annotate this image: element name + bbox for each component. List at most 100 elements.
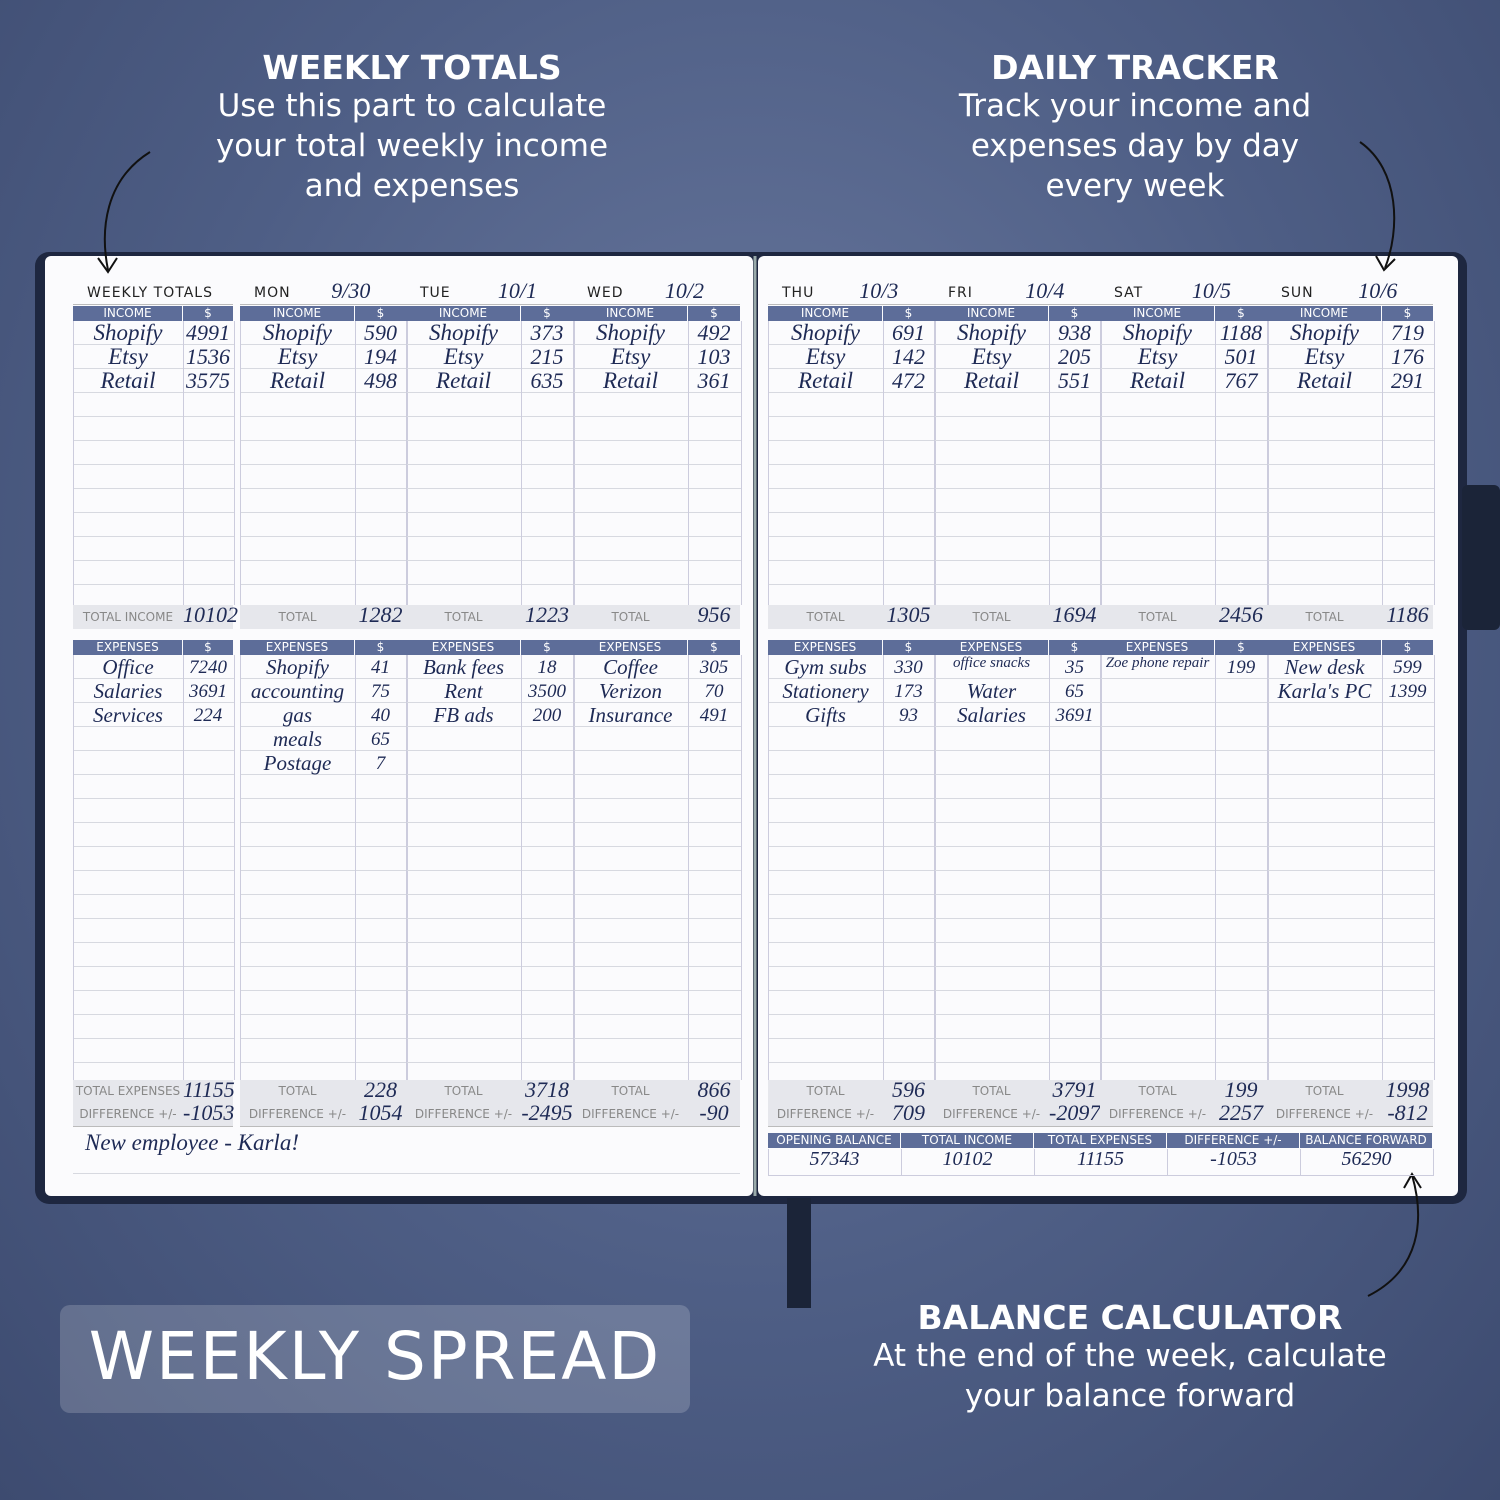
total-income: 1186 — [1386, 602, 1429, 627]
total-expenses: 199 — [1224, 1077, 1258, 1102]
column-divider — [1382, 321, 1383, 605]
total-income-label: TOTAL — [444, 610, 483, 624]
expense-label: Shopify — [266, 655, 329, 679]
difference: -2097 — [1049, 1100, 1101, 1125]
column-divider — [1215, 321, 1216, 605]
expense-amount: 3691 — [189, 681, 227, 702]
income-body — [1267, 321, 1435, 605]
income-label: Retail — [1297, 368, 1352, 393]
callout-line: At the end of the week, calculate — [873, 1338, 1387, 1374]
day-label: FRI — [948, 285, 973, 301]
callout-title: DAILY TRACKER — [991, 48, 1279, 87]
balance-cell — [1300, 1149, 1434, 1176]
income-label: Shopify — [791, 320, 860, 345]
expenses-dollar-header: $ — [521, 640, 573, 655]
balance-value: 57343 — [809, 1148, 860, 1170]
expenses-body — [240, 655, 408, 1080]
expense-amount: 70 — [704, 681, 724, 702]
expense-label: Bank fees — [422, 655, 505, 679]
income-label: Retail — [270, 368, 325, 393]
income-label: Shopify — [957, 320, 1026, 345]
column-divider — [183, 321, 184, 605]
difference-label: DIFFERENCE +/- — [1275, 1107, 1374, 1121]
total-expenses-label: TOTAL — [972, 1084, 1011, 1098]
expenses-body — [1100, 655, 1269, 1080]
expenses-dollar-header: $ — [1382, 640, 1433, 655]
dollar-header: $ — [1215, 306, 1267, 321]
date: 9/30 — [331, 278, 371, 303]
difference-label: DIFFERENCE +/- — [248, 1107, 347, 1121]
balance-header: BALANCE FORWARD — [1300, 1133, 1432, 1148]
difference: -812 — [1387, 1100, 1428, 1125]
expenses-header: EXPENSES — [1267, 640, 1381, 655]
balance-value: 11155 — [1076, 1148, 1125, 1170]
expense-amount: 7240 — [189, 657, 227, 678]
income-label: Shopify — [93, 320, 163, 345]
total-income-label: TOTAL — [611, 610, 650, 624]
total-income-label: TOTAL — [806, 610, 845, 624]
difference-label: DIFFERENCE +/- — [776, 1107, 875, 1121]
expense-amount: 3691 — [1055, 705, 1094, 726]
note-line — [73, 1173, 740, 1174]
total-row — [934, 605, 1100, 629]
total-expenses: 596 — [892, 1077, 925, 1102]
total-expenses-label: TOTAL — [1305, 1084, 1344, 1098]
difference: 709 — [892, 1100, 925, 1125]
balance-value: 56290 — [1341, 1148, 1392, 1170]
column-divider — [521, 655, 522, 1080]
income-amount: 719 — [1391, 320, 1424, 345]
income-amount: 1188 — [1219, 320, 1263, 345]
income-amount: 291 — [1391, 368, 1424, 393]
total-expenses: 11155 — [183, 1077, 235, 1102]
expense-amount: 3500 — [528, 681, 566, 702]
difference-label: DIFFERENCE +/- — [79, 1107, 177, 1121]
income-amount: 492 — [697, 320, 731, 345]
difference: 1054 — [358, 1100, 403, 1125]
total-income: 2456 — [1219, 602, 1263, 627]
day-label: WEEKLY TOTALS — [87, 285, 213, 301]
total-expenses-label: TOTAL — [1138, 1084, 1177, 1098]
expense-label: Postage — [263, 751, 332, 775]
dollar-header: $ — [183, 306, 233, 321]
income-amount: 691 — [892, 320, 925, 345]
income-label: Shopify — [429, 320, 498, 345]
income-body — [573, 321, 742, 605]
callout-title: WEEKLY TOTALS — [262, 48, 562, 87]
expense-label: Gifts — [805, 703, 846, 727]
expense-amount: 41 — [371, 657, 390, 678]
income-label: Shopify — [596, 320, 665, 345]
income-amount: 635 — [530, 368, 564, 393]
expenses-header: EXPENSES — [1100, 640, 1214, 655]
expense-amount: 40 — [371, 705, 390, 726]
day-label: THU — [782, 285, 815, 301]
expense-label: New desk — [1284, 655, 1365, 679]
dollar-header: $ — [883, 306, 934, 321]
income-amount: 3575 — [186, 368, 230, 393]
expense-label: Coffee — [603, 655, 658, 679]
income-label: Etsy — [1304, 344, 1345, 369]
dollar-header: $ — [355, 306, 406, 321]
expenses-header: EXPENSES — [73, 640, 182, 655]
column-divider — [1049, 321, 1050, 605]
income-label: Etsy — [108, 344, 148, 369]
expenses-dollar-header: $ — [1049, 640, 1100, 655]
balance-header: TOTAL INCOME — [901, 1133, 1033, 1148]
callout-line: expenses day by day — [970, 128, 1300, 164]
income-amount: 472 — [892, 368, 925, 393]
income-body — [73, 321, 235, 605]
balance-header: TOTAL EXPENSES — [1034, 1133, 1166, 1148]
total-expenses-row — [768, 1080, 934, 1127]
column-divider — [688, 321, 689, 605]
income-amount: 215 — [530, 344, 564, 369]
total-income-label: TOTAL — [1138, 610, 1177, 624]
total-row — [573, 605, 740, 629]
total-expenses: 1998 — [1385, 1077, 1430, 1102]
total-income: 1694 — [1052, 602, 1097, 627]
column-divider — [183, 655, 184, 1080]
expense-amount: 224 — [193, 705, 223, 726]
difference: -90 — [699, 1100, 729, 1125]
income-header: INCOME — [406, 306, 520, 321]
day-label: SAT — [1114, 285, 1144, 301]
income-header: INCOME — [934, 306, 1048, 321]
callout-line: Track your income and — [958, 88, 1312, 124]
